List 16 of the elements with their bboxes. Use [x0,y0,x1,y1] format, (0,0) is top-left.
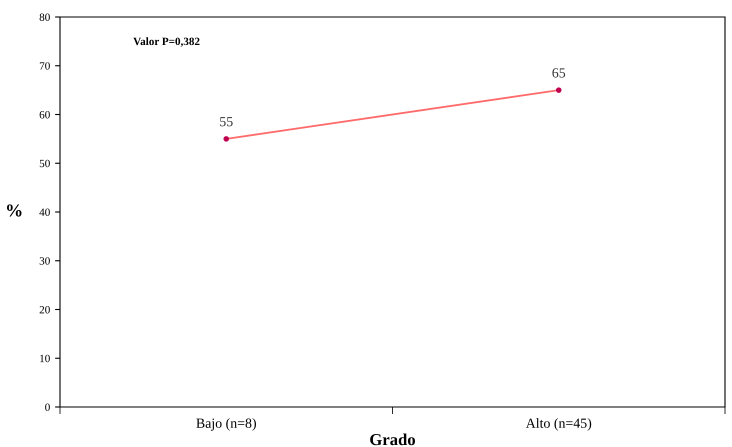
y-axis-title: % [6,204,22,217]
y-tick-label: 30 [40,257,50,265]
y-tick-label: 70 [40,62,50,70]
y-tick-label: 80 [40,13,50,21]
x-tick-label: Bajo (n=8) [196,418,256,431]
annotation: Valor P=0,382 [133,37,200,47]
x-axis-title: Grado [370,433,416,446]
y-tick-label: 0 [45,403,50,411]
data-label: 55 [220,117,233,126]
data-label: 65 [552,68,566,78]
y-tick-label: 40 [39,208,50,216]
x-tick-label: Alto (n=45) [526,418,592,431]
y-tick-label: 20 [40,306,50,314]
y-tick-label: 10 [40,354,50,362]
y-tick-label: 50 [40,160,50,168]
y-tick-label: 60 [40,110,50,118]
